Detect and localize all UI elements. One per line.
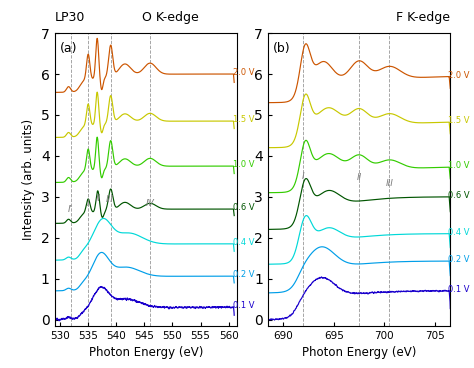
Text: (b): (b) [273, 42, 291, 55]
Text: (a): (a) [60, 42, 77, 55]
Text: IV: IV [146, 199, 155, 208]
Text: F K-edge: F K-edge [396, 11, 450, 24]
Text: 0.4 V: 0.4 V [448, 227, 470, 237]
Text: I: I [302, 172, 305, 181]
Text: O K-edge: O K-edge [142, 11, 199, 24]
Text: 1.0 V: 1.0 V [448, 161, 470, 170]
Text: LP30: LP30 [55, 11, 85, 24]
Text: 2.0 V: 2.0 V [233, 68, 255, 77]
Text: II: II [356, 173, 362, 183]
Text: 1.5 V: 1.5 V [448, 116, 470, 125]
Text: 0.6 V: 0.6 V [448, 191, 470, 200]
Text: 1.5 V: 1.5 V [233, 115, 255, 124]
X-axis label: Photon Energy (eV): Photon Energy (eV) [89, 346, 203, 359]
Text: II: II [96, 194, 101, 203]
Text: 0.6 V: 0.6 V [233, 203, 255, 212]
Text: I: I [86, 199, 89, 208]
Text: I': I' [68, 205, 73, 214]
Text: 0.4 V: 0.4 V [233, 238, 255, 247]
Text: 0.2 V: 0.2 V [448, 255, 470, 264]
Y-axis label: Intensity (arb. units): Intensity (arb. units) [22, 119, 35, 240]
Text: III: III [106, 195, 113, 204]
Text: 0.1 V: 0.1 V [448, 284, 470, 294]
Text: 1.0 V: 1.0 V [233, 160, 255, 169]
Text: 2.0 V: 2.0 V [448, 71, 470, 79]
Text: 0.2 V: 0.2 V [233, 270, 255, 279]
X-axis label: Photon Energy (eV): Photon Energy (eV) [302, 346, 416, 359]
Text: 0.1 V: 0.1 V [233, 301, 255, 310]
Text: III: III [385, 179, 393, 188]
